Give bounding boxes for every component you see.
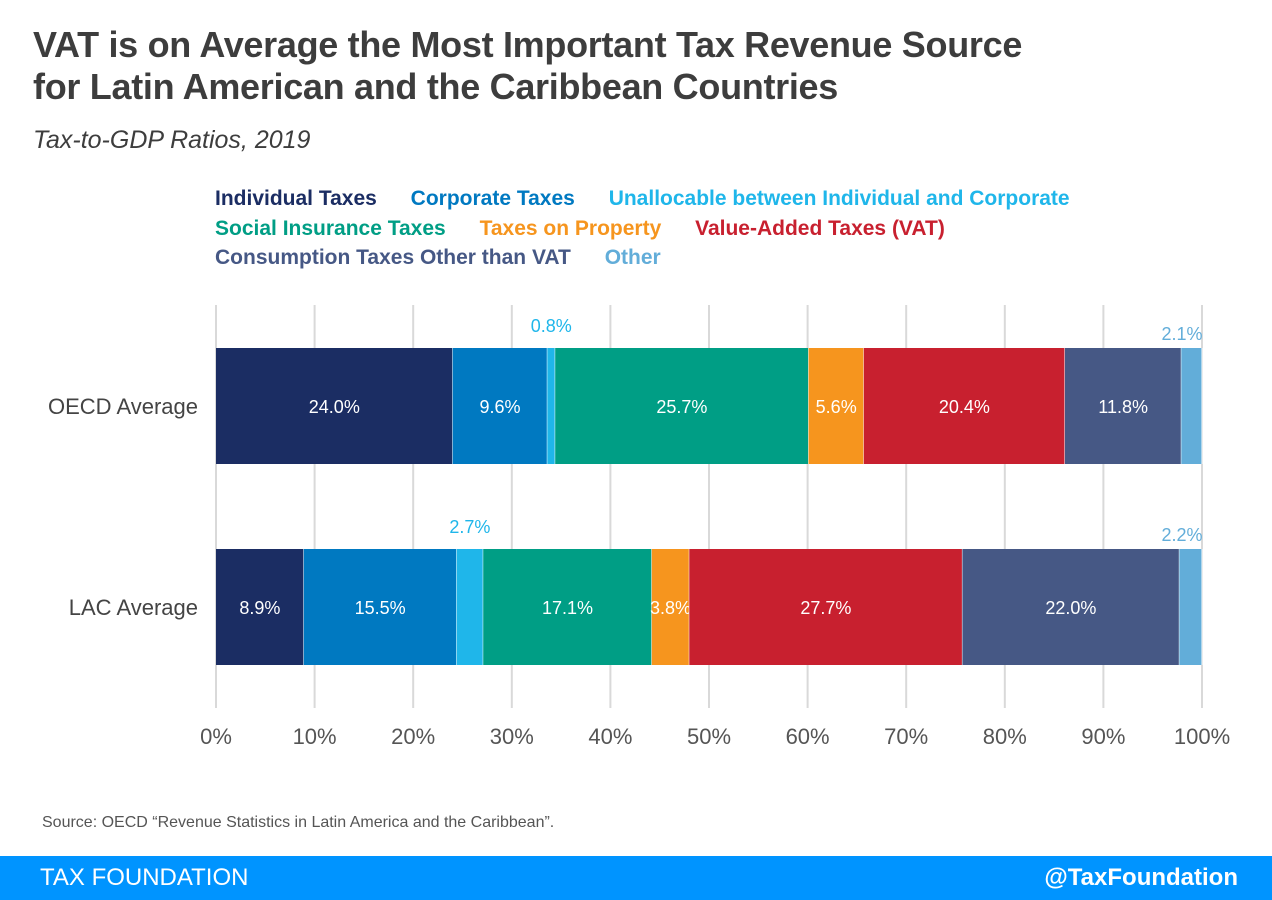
data-label: 24.0% — [309, 397, 360, 417]
title-line-2: for Latin American and the Caribbean Cou… — [33, 66, 838, 107]
legend-row-2: Social Insurance Taxes Taxes on Property… — [215, 214, 1255, 244]
bar-segment — [962, 549, 1180, 665]
x-tick-label: 40% — [588, 724, 632, 749]
bar-segment — [1179, 549, 1202, 665]
x-tick-label: 50% — [687, 724, 731, 749]
legend-consumption-taxes-other: Consumption Taxes Other than VAT — [215, 246, 571, 269]
x-tick-label: 100% — [1174, 724, 1230, 749]
bar-segment — [452, 348, 548, 464]
x-tick-label: 80% — [983, 724, 1027, 749]
bar-segment — [555, 348, 809, 464]
legend-taxes-on-property: Taxes on Property — [479, 216, 662, 240]
legend-unallocable: Unallocable between Individual and Corpo… — [608, 187, 1070, 210]
footer-bar: TAX FOUNDATION @TaxFoundation — [0, 856, 1272, 900]
x-tick-label: 20% — [391, 724, 435, 749]
footer-brand: TAX FOUNDATION — [40, 864, 249, 891]
data-label: 3.8% — [650, 598, 691, 618]
footer-handle: @TaxFoundation — [1044, 864, 1238, 891]
legend-row-1: Individual Taxes Corporate Taxes Unalloc… — [215, 184, 1255, 214]
x-tick-label: 60% — [786, 724, 830, 749]
legend-corporate-taxes: Corporate Taxes — [410, 187, 575, 210]
bar-segment — [1064, 348, 1182, 464]
category-label: LAC Average — [69, 595, 198, 620]
data-label: 27.7% — [800, 598, 851, 618]
data-label: 0.8% — [531, 316, 572, 336]
data-label: 17.1% — [542, 598, 593, 618]
bar-segment — [216, 549, 304, 665]
x-tick-label: 90% — [1081, 724, 1125, 749]
legend-row-3: Consumption Taxes Other than VAT Other — [215, 243, 1255, 273]
data-label: 25.7% — [656, 397, 707, 417]
data-label: 15.5% — [355, 598, 406, 618]
title-line-1: VAT is on Average the Most Important Tax… — [33, 24, 1023, 65]
chart-subtitle: Tax-to-GDP Ratios, 2019 — [33, 126, 311, 154]
data-label: 2.7% — [449, 517, 490, 537]
x-tick-label: 10% — [293, 724, 337, 749]
bar-segment — [689, 549, 963, 665]
data-label: 2.2% — [1161, 525, 1202, 545]
data-label: 8.9% — [239, 598, 280, 618]
source-note: Source: OECD “Revenue Statistics in Lati… — [42, 814, 555, 831]
legend-individual-taxes: Individual Taxes — [215, 187, 377, 210]
bar-segment — [651, 549, 690, 665]
legend-social-insurance-taxes: Social Insurance Taxes — [215, 216, 446, 240]
bar-segment — [303, 549, 457, 665]
bar-segment — [863, 348, 1065, 464]
bar-segment — [216, 348, 453, 464]
category-label: OECD Average — [48, 394, 198, 419]
data-label: 11.8% — [1098, 397, 1148, 417]
legend: Individual Taxes Corporate Taxes Unalloc… — [215, 184, 1255, 273]
legend-vat: Value-Added Taxes (VAT) — [695, 216, 945, 240]
legend-other: Other — [604, 246, 661, 269]
data-label: 20.4% — [939, 397, 990, 417]
x-tick-label: 30% — [490, 724, 534, 749]
data-label: 2.1% — [1161, 324, 1202, 344]
x-tick-label: 70% — [884, 724, 928, 749]
bar-segment — [1181, 348, 1202, 464]
bar-segment — [483, 549, 652, 665]
chart-title: VAT is on Average the Most Important Tax… — [33, 24, 1233, 108]
bar-segment — [808, 348, 864, 464]
data-label: 5.6% — [816, 397, 857, 417]
data-label: 9.6% — [479, 397, 520, 417]
stacked-bar-chart: 0% 10% 20% 30% 40% 50% 60% 70% 80% 90% 100% OECD Av… — [48, 305, 1230, 749]
data-label: 22.0% — [1045, 598, 1096, 618]
bar-segment — [547, 348, 556, 464]
bar-segment — [456, 549, 484, 665]
x-tick-label: 0% — [200, 724, 232, 749]
